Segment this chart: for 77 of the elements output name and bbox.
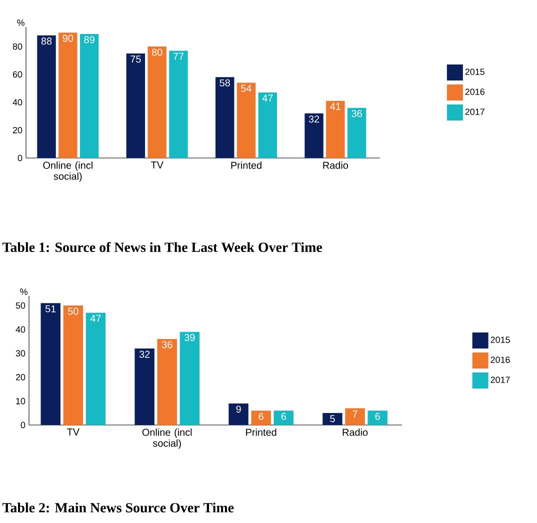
data-label: 5 [330, 415, 335, 422]
bar [322, 413, 342, 425]
legend-label: 2017 [490, 376, 510, 383]
x-tick-label: TV [67, 428, 80, 436]
bar [251, 410, 271, 425]
bar [58, 32, 78, 158]
bar [368, 410, 388, 425]
data-label: 6 [281, 412, 286, 420]
data-label: 7 [352, 410, 358, 418]
data-label: 39 [184, 334, 195, 342]
data-label: 88 [41, 38, 52, 45]
x-tick-label: Printed [246, 428, 276, 436]
bar [326, 100, 345, 158]
data-label: 9 [236, 406, 241, 413]
y-tick-label: 50 [16, 302, 26, 309]
legend-label: 2016 [490, 356, 510, 363]
bar [236, 82, 256, 158]
data-label: 32 [139, 350, 150, 358]
data-label: 90 [62, 34, 74, 42]
bar [169, 50, 188, 158]
bar [345, 408, 365, 425]
x-tick-label: Online (incl social) [43, 162, 92, 182]
legend-label: 2015 [490, 336, 510, 343]
data-label: 50 [68, 308, 78, 315]
bar [304, 113, 324, 158]
y-axis-title: % [20, 288, 28, 295]
data-label: 77 [173, 52, 184, 60]
legend-label: 2015 [465, 68, 484, 75]
bar [37, 35, 56, 158]
bar [215, 77, 234, 158]
x-tick-label: Printed [231, 162, 262, 169]
bar [134, 348, 154, 425]
y-tick-label: 20 [12, 126, 22, 134]
bar [228, 404, 248, 425]
y-tick-label: 10 [16, 398, 26, 404]
x-tick-label: Radio [342, 428, 368, 436]
legend-label: 2016 [465, 88, 484, 95]
data-label: 36 [162, 341, 172, 348]
bar [126, 53, 146, 158]
data-label: 6 [258, 412, 264, 420]
y-tick-label: 40 [12, 99, 22, 106]
x-tick-label: Radio [323, 162, 348, 169]
x-tick-label: Online (incl social) [142, 428, 192, 449]
x-tick-label: TV [150, 162, 164, 168]
legend-label: 2017 [465, 108, 484, 115]
y-axis-title: % [17, 20, 24, 26]
bar [157, 339, 177, 425]
data-label: 75 [130, 56, 141, 63]
bar [86, 312, 106, 425]
bar [258, 92, 278, 158]
data-label: 41 [330, 103, 340, 110]
bar [180, 332, 200, 425]
data-label: 47 [90, 314, 101, 322]
bar [80, 34, 99, 158]
data-label: 51 [45, 305, 56, 312]
y-tick-label: 30 [16, 350, 26, 357]
data-label: 89 [84, 36, 94, 44]
y-tick-label: 80 [12, 43, 22, 50]
y-tick-label: 0 [20, 422, 26, 428]
bar [40, 303, 60, 425]
bar [347, 108, 366, 158]
caption: Table 2: Main News Source Over Time [2, 502, 234, 512]
data-label: 36 [352, 110, 362, 118]
bar [148, 46, 166, 158]
data-label: 58 [220, 79, 230, 86]
y-tick-label: 60 [12, 71, 22, 78]
data-label: 32 [308, 116, 320, 123]
caption: Table 1: Source of News in The Last Week Over Time [2, 242, 322, 252]
bar [63, 306, 84, 425]
y-tick-label: 20 [16, 374, 26, 380]
y-tick-label: 40 [16, 326, 26, 333]
data-label: 54 [241, 84, 252, 92]
data-label: 80 [152, 48, 162, 56]
y-tick-label: 0 [18, 154, 22, 162]
data-label: 6 [375, 412, 380, 420]
bar [274, 410, 294, 425]
data-label: 47 [262, 94, 273, 102]
